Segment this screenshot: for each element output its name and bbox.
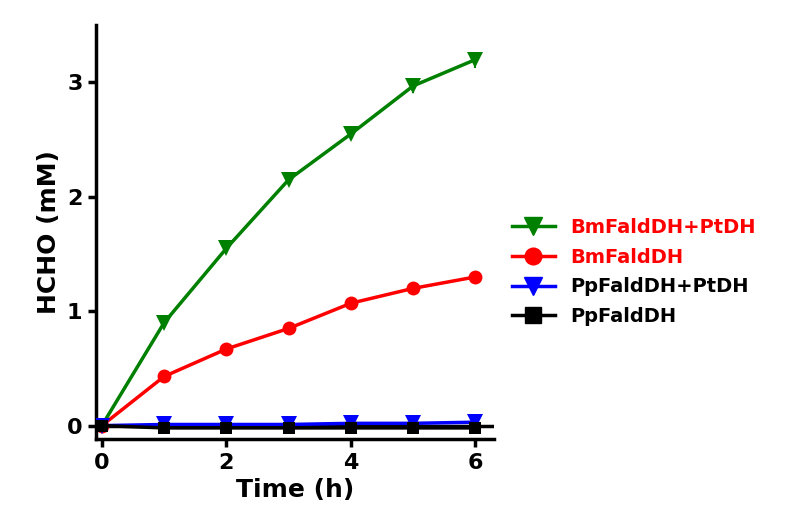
Y-axis label: HCHO (mM): HCHO (mM) (37, 150, 61, 314)
X-axis label: Time (h): Time (h) (236, 478, 354, 502)
Legend: BmFaldDH+PtDH, BmFaldDH, PpFaldDH+PtDH, PpFaldDH: BmFaldDH+PtDH, BmFaldDH, PpFaldDH+PtDH, … (512, 218, 756, 326)
